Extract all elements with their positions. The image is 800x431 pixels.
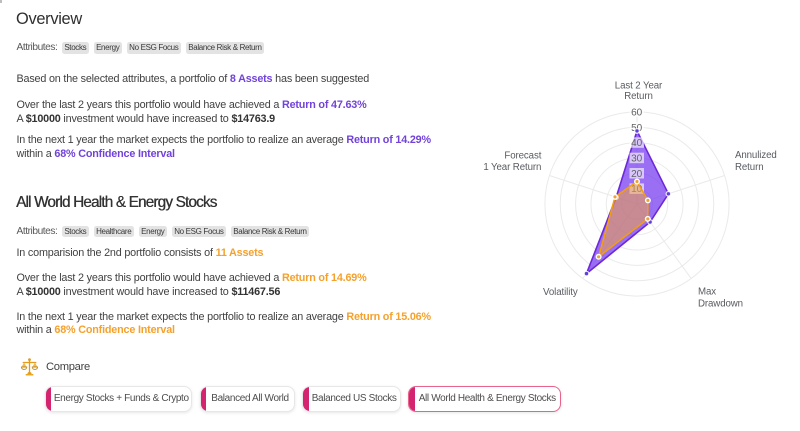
svg-text:Last 2 Year: Last 2 Year — [615, 81, 663, 92]
svg-text:1 Year Return: 1 Year Return — [483, 162, 541, 173]
svg-text:30: 30 — [631, 154, 643, 165]
svg-text:Drawdown: Drawdown — [698, 298, 743, 309]
svg-text:Forecast: Forecast — [504, 151, 541, 162]
svg-text:Max: Max — [698, 287, 716, 298]
svg-text:40: 40 — [631, 138, 643, 149]
svg-text:Return: Return — [624, 91, 652, 102]
svg-text:20: 20 — [631, 169, 643, 180]
svg-text:Return: Return — [735, 162, 763, 173]
svg-text:Volatility: Volatility — [543, 287, 578, 298]
svg-text:60: 60 — [631, 107, 643, 118]
svg-text:Annulized: Annulized — [735, 150, 777, 161]
